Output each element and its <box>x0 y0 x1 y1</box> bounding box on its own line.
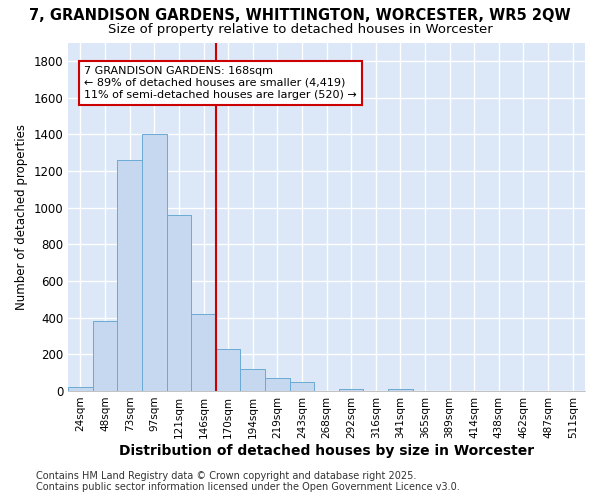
Bar <box>142 134 167 391</box>
Bar <box>388 389 413 391</box>
Text: 7, GRANDISON GARDENS, WHITTINGTON, WORCESTER, WR5 2QW: 7, GRANDISON GARDENS, WHITTINGTON, WORCE… <box>29 8 571 22</box>
Bar <box>290 382 314 391</box>
Bar <box>93 322 118 391</box>
Bar <box>167 215 191 391</box>
Text: Contains HM Land Registry data © Crown copyright and database right 2025.
Contai: Contains HM Land Registry data © Crown c… <box>36 471 460 492</box>
Bar <box>216 349 241 391</box>
Bar <box>241 369 265 391</box>
Bar <box>68 388 93 391</box>
X-axis label: Distribution of detached houses by size in Worcester: Distribution of detached houses by size … <box>119 444 534 458</box>
Bar <box>265 378 290 391</box>
Text: Size of property relative to detached houses in Worcester: Size of property relative to detached ho… <box>107 22 493 36</box>
Text: 7 GRANDISON GARDENS: 168sqm
← 89% of detached houses are smaller (4,419)
11% of : 7 GRANDISON GARDENS: 168sqm ← 89% of det… <box>84 66 357 100</box>
Y-axis label: Number of detached properties: Number of detached properties <box>15 124 28 310</box>
Bar <box>118 160 142 391</box>
Bar <box>339 389 364 391</box>
Bar <box>191 314 216 391</box>
